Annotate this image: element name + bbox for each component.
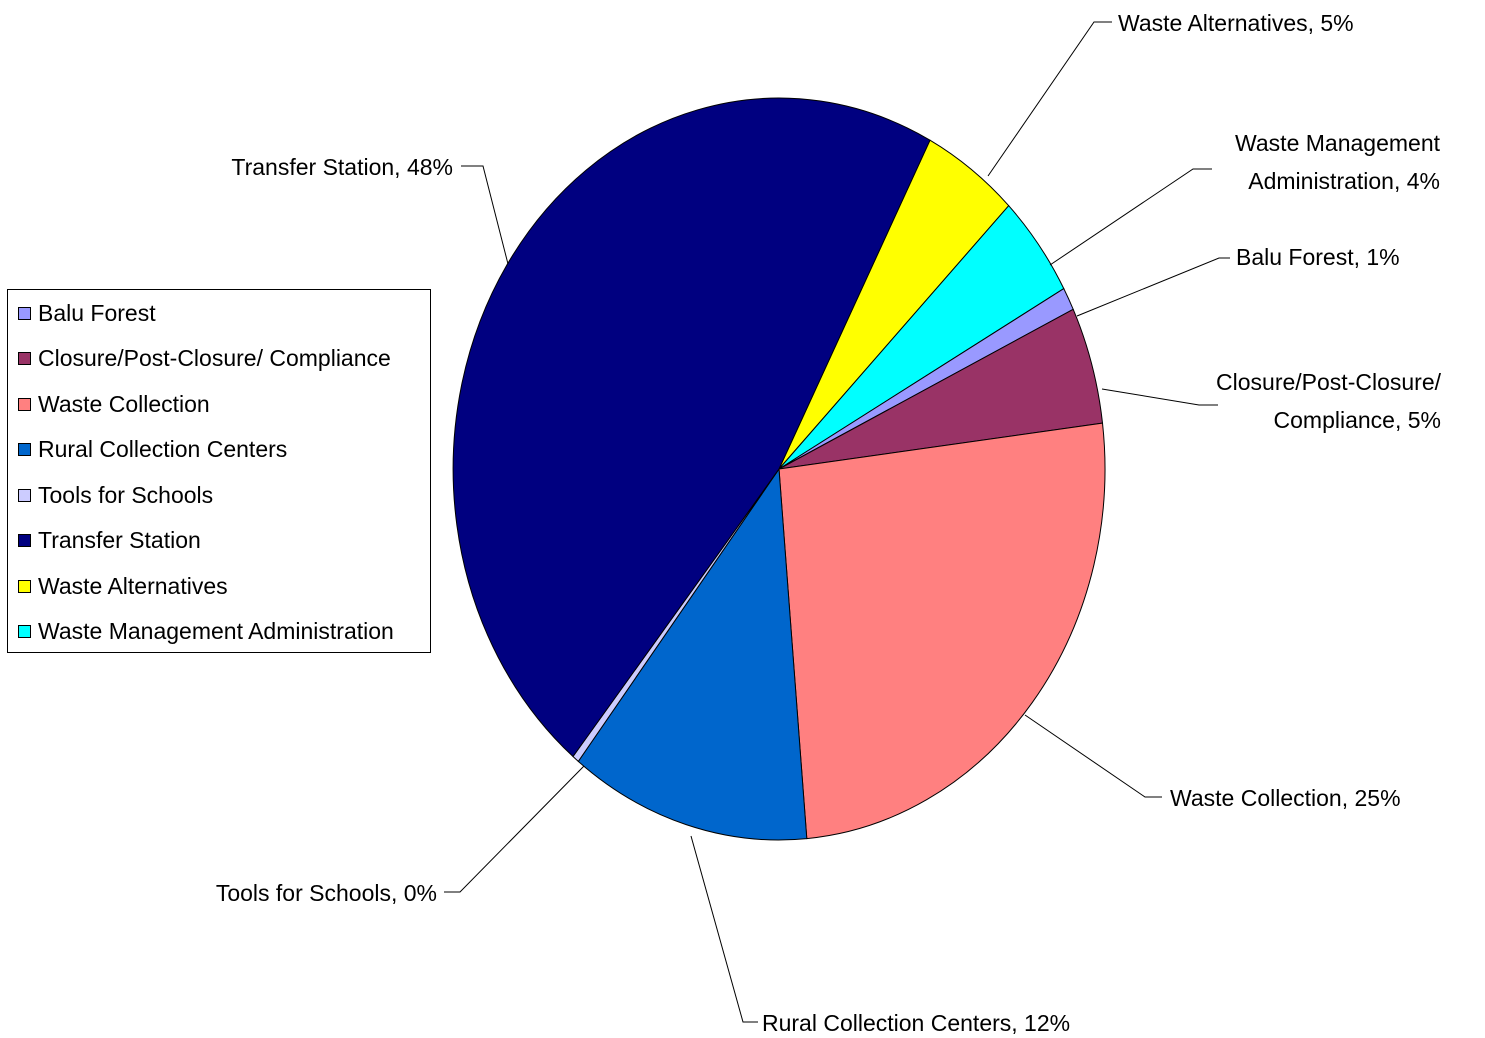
data-label-transfer-station: Transfer Station, 48% <box>231 154 453 180</box>
data-label-closure-post-closure-compliance: Closure/Post-Closure/ <box>1216 369 1442 395</box>
legend-swatch <box>18 351 31 365</box>
legend-label: Waste Collection <box>38 390 210 417</box>
legend-label: Transfer Station <box>38 526 201 553</box>
legend: Balu Forest Closure/Post-Closure/ Compli… <box>7 289 431 653</box>
leader-line-waste-management-administration <box>1049 168 1212 266</box>
data-label-tools-for-schools: Tools for Schools, 0% <box>216 880 437 906</box>
leader-line-waste-collection <box>1024 714 1162 798</box>
legend-swatch <box>18 533 31 547</box>
legend-label: Waste Alternatives <box>38 572 228 599</box>
pie-slices <box>452 97 1106 841</box>
legend-swatch <box>18 397 31 411</box>
data-label-rural-collection-centers: Rural Collection Centers, 12% <box>762 1010 1070 1036</box>
leader-lines <box>444 21 1230 1023</box>
leader-line-waste-alternatives <box>987 21 1112 177</box>
data-label-waste-collection: Waste Collection, 25% <box>1170 785 1401 811</box>
data-label-waste-management-administration: Administration, 4% <box>1248 168 1440 194</box>
pie-slice-rural-collection-centers <box>577 467 808 841</box>
leader-line-tools-for-schools <box>444 765 585 893</box>
legend-label: Rural Collection Centers <box>38 435 288 462</box>
legend-item-waste-management-administration: Waste Management Administration <box>18 616 394 646</box>
legend-item-transfer-station: Transfer Station <box>18 525 201 555</box>
data-label-balu-forest: Balu Forest, 1% <box>1236 244 1400 270</box>
legend-item-tools-for-schools: Tools for Schools <box>18 480 213 510</box>
pie-slice-waste-collection <box>778 422 1106 840</box>
data-labels: Balu Forest, 1% Closure/Post-Closure/Comp… <box>216 10 1442 1036</box>
legend-label: Tools for Schools <box>38 481 214 508</box>
leader-line-rural-collection-centers <box>690 835 758 1023</box>
legend-label: Balu Forest <box>38 299 156 326</box>
legend-label: Closure/Post-Closure/ Compliance <box>38 344 391 371</box>
legend-swatch <box>18 306 31 320</box>
legend-item-rural-collection-centers: Rural Collection Centers <box>18 434 287 464</box>
leader-line-balu-forest <box>1076 257 1230 317</box>
data-label-waste-management-administration: Waste Management <box>1235 130 1441 156</box>
leader-line-closure-post-closure-compliance <box>1101 388 1218 406</box>
legend-label: Waste Management Administration <box>38 617 394 644</box>
pie-slice-transfer-station <box>452 97 931 758</box>
legend-swatch <box>18 442 31 456</box>
legend-swatch <box>18 624 31 638</box>
legend-swatch <box>18 579 31 593</box>
legend-item-waste-collection: Waste Collection <box>18 389 210 419</box>
legend-item-closure-compliance: Closure/Post-Closure/ Compliance <box>18 343 391 373</box>
data-label-closure-post-closure-compliance: Compliance, 5% <box>1274 407 1441 433</box>
legend-item-waste-alternatives: Waste Alternatives <box>18 571 228 601</box>
data-label-waste-alternatives: Waste Alternatives, 5% <box>1118 10 1354 36</box>
legend-swatch <box>18 488 31 502</box>
leader-line-transfer-station <box>461 165 509 265</box>
legend-item-balu-forest: Balu Forest <box>18 298 156 328</box>
